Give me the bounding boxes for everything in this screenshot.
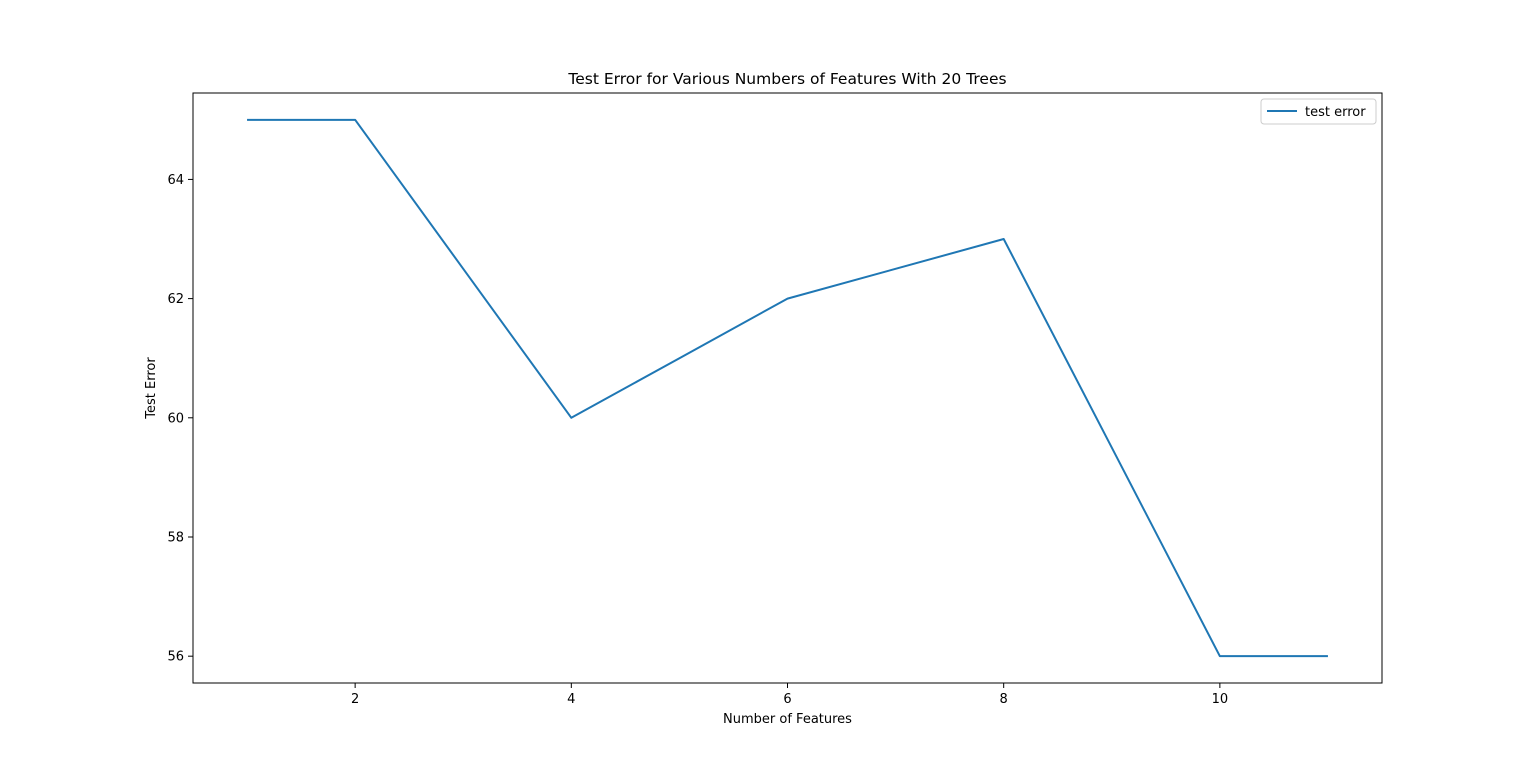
legend-box	[1260, 98, 1377, 125]
legend: test error	[1260, 98, 1377, 125]
x-tick-label: 6	[783, 692, 791, 707]
series-line-0	[247, 118, 1328, 658]
y-tick-label: 58	[167, 530, 184, 545]
y-tick-label: 60	[167, 411, 184, 426]
chart-title: Test Error for Various Numbers of Featur…	[567, 70, 1006, 88]
x-tick-label: 4	[567, 692, 575, 707]
legend-label: test error	[1305, 105, 1366, 120]
x-tick-label: 8	[1000, 692, 1008, 707]
x-tick-label: 2	[351, 692, 359, 707]
y-tick-label: 62	[167, 292, 184, 307]
y-axis: 56 58 60 62 64	[167, 173, 193, 665]
x-tick-label: 10	[1212, 692, 1229, 707]
x-axis: 2 4 6 8 10	[351, 683, 1228, 707]
y-axis-label: Test Error	[144, 357, 159, 420]
y-tick-label: 64	[167, 173, 184, 188]
y-tick-label: 56	[167, 650, 184, 665]
x-axis-label: Number of Features	[723, 712, 852, 727]
plot-area	[247, 118, 1328, 658]
